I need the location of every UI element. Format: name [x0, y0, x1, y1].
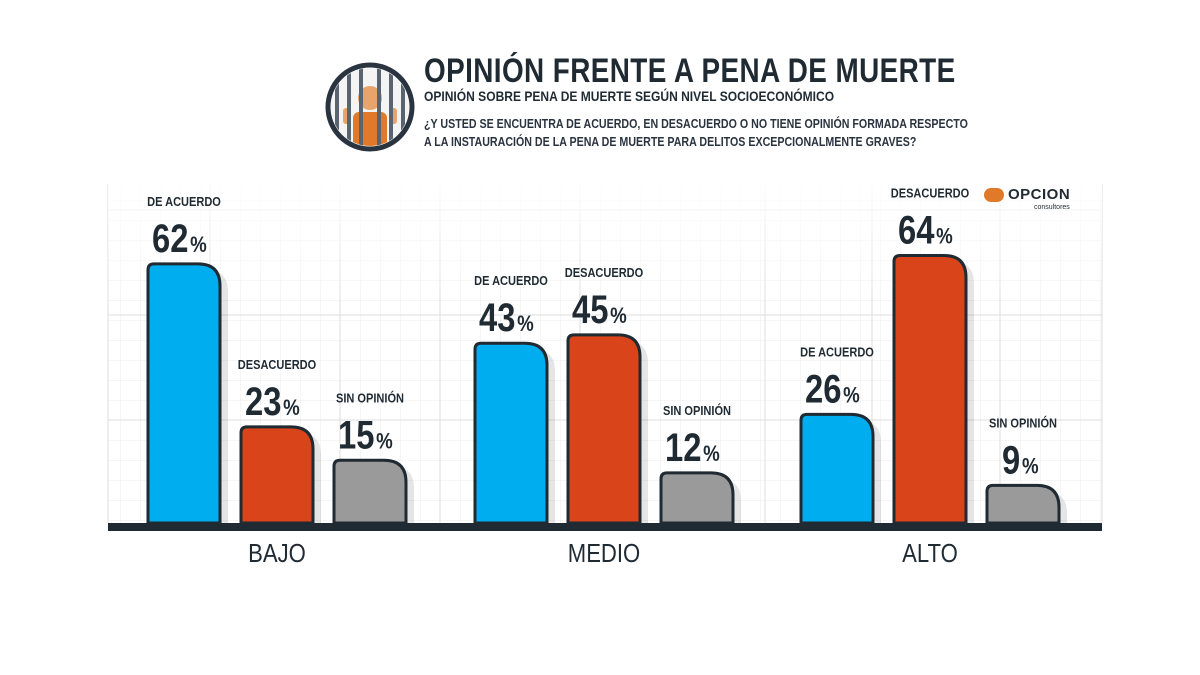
data-label-percent: % — [1022, 455, 1039, 479]
data-label-value: 15 — [338, 412, 374, 457]
category-label: MEDIO — [568, 539, 640, 568]
data-label-percent: % — [703, 443, 720, 467]
brand-subtitle: consultores — [1034, 204, 1070, 211]
data-label-percent: % — [610, 305, 627, 329]
brand-mark-icon — [984, 188, 1004, 202]
page-title: OPINIÓN FRENTE A PENA DE MUERTE — [424, 52, 956, 90]
series-label: SIN OPINIÓN — [989, 414, 1057, 430]
bar-medio-2 — [566, 333, 642, 525]
bar-bajo-1 — [146, 262, 222, 525]
data-label-value: 9 — [1002, 437, 1020, 482]
prisoner-behind-bars-icon — [325, 62, 415, 152]
series-label: DESACUERDO — [238, 357, 316, 372]
series-label: SIN OPINIÓN — [663, 402, 731, 418]
bar-alto-2 — [892, 253, 968, 525]
question-line-2: A LA INSTAURACIÓN DE LA PENA DE MUERTE P… — [424, 134, 917, 149]
data-label-value: 23 — [245, 379, 281, 424]
series-label: DE ACUERDO — [800, 344, 874, 359]
category-label: ALTO — [902, 539, 958, 568]
brand-name: OPCION — [1008, 186, 1071, 203]
header: OPINIÓN FRENTE A PENA DE MUERTE OPINIÓN … — [0, 0, 1200, 170]
data-label-percent: % — [843, 384, 860, 408]
data-label-value: 43 — [479, 295, 515, 340]
labels-layer: DE ACUERDO 62 % DESACUERDO 23% SIN OPINIÓN 15%… — [147, 186, 1057, 569]
bars-layer — [108, 253, 1102, 531]
brand-logo: OPCION consultores — [984, 186, 1076, 214]
data-label-percent: % — [376, 430, 393, 454]
bar-alto-3 — [985, 483, 1061, 525]
data-label-value: 12 — [665, 425, 701, 470]
page-subtitle: OPINIÓN SOBRE PENA DE MUERTE SEGÚN NIVEL… — [424, 88, 835, 104]
chart-baseline — [108, 523, 1102, 531]
data-label-percent: % — [190, 234, 207, 258]
data-label-value: 62 — [152, 216, 188, 261]
series-label: DE ACUERDO — [474, 273, 548, 288]
bar-medio-1 — [473, 341, 549, 525]
bar-bajo-2 — [239, 425, 315, 525]
series-label: DESACUERDO — [891, 186, 969, 201]
bar-medio-3 — [659, 471, 735, 525]
series-label: DE ACUERDO — [147, 194, 221, 209]
bar-alto-1 — [799, 412, 875, 525]
data-label-percent: % — [936, 225, 953, 249]
data-label-percent: % — [283, 397, 300, 421]
series-label: DESACUERDO — [565, 265, 643, 280]
category-label: BAJO — [248, 539, 306, 568]
series-label: SIN OPINIÓN — [336, 389, 404, 405]
question-line-1: ¿Y USTED SE ENCUENTRA DE ACUERDO, EN DES… — [424, 116, 968, 131]
data-label-value: 45 — [572, 287, 608, 332]
data-label-value: 64 — [898, 207, 935, 252]
bar-bajo-3 — [332, 458, 408, 525]
data-label-value: 26 — [805, 366, 841, 411]
data-label-percent: % — [517, 313, 534, 337]
